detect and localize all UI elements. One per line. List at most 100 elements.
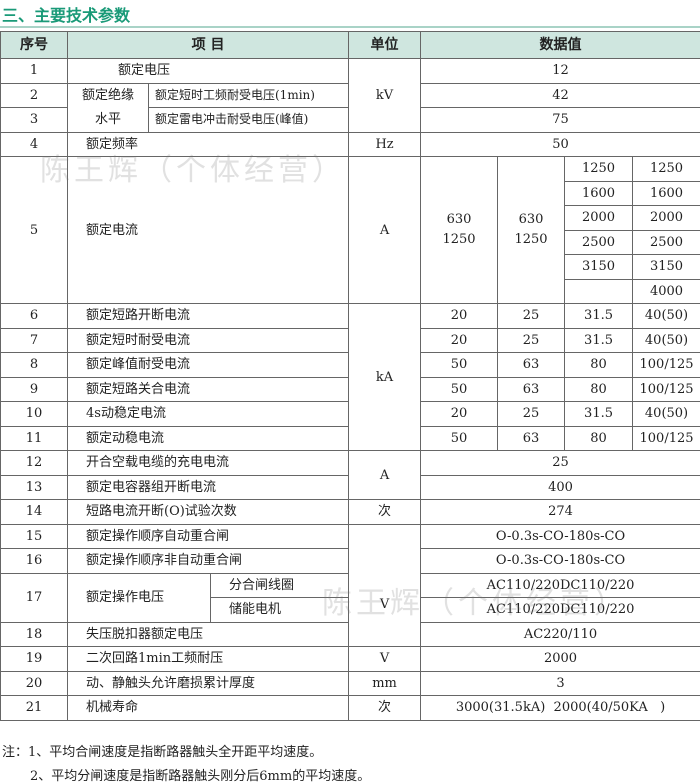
- value: 80: [564, 425, 634, 451]
- item: 额定电流: [66, 156, 350, 304]
- header-value: 数据值: [420, 31, 700, 59]
- value: 3150: [632, 254, 700, 280]
- seq: 17: [0, 572, 68, 623]
- unit: V: [348, 523, 422, 647]
- seq: 15: [0, 523, 68, 549]
- table-row: 4 额定频率 Hz 50: [0, 131, 700, 157]
- value: 40(50): [632, 327, 700, 353]
- value: AC110/220DC110/220: [420, 597, 700, 623]
- unit: A: [348, 450, 422, 500]
- value: 75: [420, 107, 700, 133]
- header-unit: 单位: [348, 31, 422, 59]
- item: 开合空载电缆的充电电流: [66, 450, 350, 476]
- item: 额定操作电压: [67, 572, 211, 623]
- spec-table: 序号 项 目 单位 数据值 1 额定电压 kV 12 2 额定绝缘水平 额定短时…: [0, 31, 700, 721]
- item: 失压脱扣器额定电压: [66, 621, 350, 647]
- value: O-0.3s-CO-180s-CO: [420, 548, 700, 574]
- value: 2000: [420, 646, 700, 672]
- value: 63: [497, 352, 566, 378]
- note-2: 2、平均分闸速度是指断路器触头刚分后6mm的平均速度。: [30, 769, 371, 784]
- value: 630 1250: [420, 156, 499, 304]
- section-title: 三、主要技术参数: [2, 6, 131, 25]
- value: 2000: [632, 205, 700, 231]
- seq: 14: [0, 499, 68, 525]
- value: 40(50): [632, 303, 700, 329]
- item: 额定电容器组开断电流: [66, 474, 350, 500]
- value: 25: [497, 401, 566, 427]
- item: 机械寿命: [66, 695, 350, 721]
- unit: kV: [348, 58, 422, 133]
- table-row: 5 额定电流 A 630 1250 630 1250 1250 1250: [0, 156, 700, 304]
- value: 50: [420, 376, 499, 402]
- unit: kA: [348, 303, 422, 451]
- header-row: 序号 项 目 单位 数据值: [0, 31, 700, 59]
- seq: 6: [0, 303, 68, 329]
- value: 42: [420, 82, 700, 108]
- seq: 12: [0, 450, 68, 476]
- table-row: 21 机械寿命 次 3000(31.5kA) 2000(40/50KA ): [0, 695, 700, 721]
- sub-item: 分合闸线圈: [209, 572, 350, 598]
- value: 3150: [564, 254, 634, 280]
- value: 100/125: [632, 376, 700, 402]
- table-row: 12 开合空载电缆的充电电流 A 25: [0, 450, 700, 500]
- item: 额定短路关合电流: [66, 376, 350, 402]
- sub-item: 储能电机: [209, 597, 350, 623]
- seq: 3: [0, 107, 68, 133]
- seq: 18: [0, 621, 68, 647]
- value: 20: [420, 401, 499, 427]
- value: 31.5: [564, 327, 634, 353]
- seq: 2: [0, 82, 68, 108]
- value: 274: [420, 499, 700, 525]
- table-row: 3 额定雷电冲击耐受电压(峰值) 75: [0, 107, 700, 133]
- seq: 10: [0, 401, 68, 427]
- value: 25: [420, 450, 700, 476]
- value: 50: [420, 352, 499, 378]
- value: 1250: [632, 156, 700, 182]
- table-row: 1 额定电压 kV 12: [0, 58, 700, 133]
- value: 20: [420, 303, 499, 329]
- table-row: 17 额定操作电压 分合闸线圈 AC110/220DC110/220: [0, 572, 700, 623]
- note-1: 注：1、平均合闸速度是指断路器触头全开距平均速度。: [2, 745, 323, 760]
- value: 2500: [564, 229, 634, 255]
- value: 2500: [632, 229, 700, 255]
- value: 630 1250: [497, 156, 566, 304]
- seq: 8: [0, 352, 68, 378]
- table-row: 15 额定操作顺序自动重合闸 V O-0.3s-CO-180s-CO: [0, 523, 700, 647]
- seq: 4: [0, 131, 68, 157]
- value: 3000(31.5kA) 2000(40/50KA ): [420, 695, 700, 721]
- value: 31.5: [564, 401, 634, 427]
- seq: 13: [0, 474, 68, 500]
- value: 400: [420, 474, 700, 500]
- seq: 19: [0, 646, 68, 672]
- seq: 21: [0, 695, 68, 721]
- value: 12: [420, 58, 700, 84]
- value: 80: [564, 352, 634, 378]
- value: 25: [497, 327, 566, 353]
- value: 31.5: [564, 303, 634, 329]
- value: AC220/110: [420, 621, 700, 647]
- table-row: 9 额定短路关合电流 50 63 80 100/125: [0, 376, 700, 402]
- value: 3: [420, 670, 700, 696]
- value: 100/125: [632, 425, 700, 451]
- value: 1600: [564, 180, 634, 206]
- item: 动、静触头允许磨损累计厚度: [66, 670, 350, 696]
- unit: A: [348, 156, 422, 304]
- unit: 次: [348, 499, 422, 525]
- value: 40(50): [632, 401, 700, 427]
- table-row: 2 额定绝缘水平 额定短时工频耐受电压(1min) 42: [0, 82, 700, 133]
- value: 63: [497, 376, 566, 402]
- value: 1600: [632, 180, 700, 206]
- value: O-0.3s-CO-180s-CO: [420, 523, 700, 549]
- table-row: 13 额定电容器组开断电流 400: [0, 474, 700, 500]
- unit: V: [348, 646, 422, 672]
- item: 4s动稳定电流: [66, 401, 350, 427]
- item: 额定频率: [66, 131, 350, 157]
- unit: 次: [348, 695, 422, 721]
- item: 二次回路1min工频耐压: [66, 646, 350, 672]
- value: 63: [497, 425, 566, 451]
- table-row: 6 额定短路开断电流 kA 20 25 31.5 40(50): [0, 303, 700, 451]
- value: 1250: [564, 156, 634, 182]
- table-row: 10 4s动稳定电流 20 25 31.5 40(50): [0, 401, 700, 427]
- empty-cell: [564, 278, 634, 304]
- table-row: 11 额定动稳电流 50 63 80 100/125: [0, 425, 700, 451]
